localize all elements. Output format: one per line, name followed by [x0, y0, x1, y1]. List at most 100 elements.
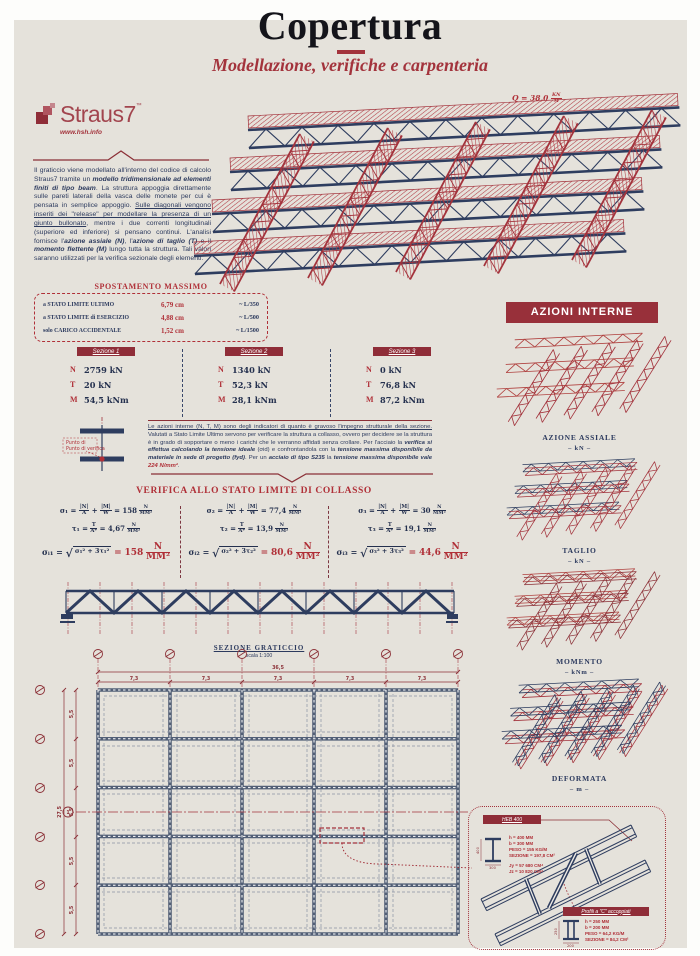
force-value: 87,2 kNm [380, 394, 425, 405]
bracing-members [524, 848, 602, 915]
formula-column-1: σ₁ = |N| A + |M| W = 158 N MM² τ₁ = T A* = 4… [42, 504, 170, 563]
force-symbol: M [366, 395, 374, 404]
svg-text:5,5: 5,5 [69, 808, 75, 817]
brace-up-divider [33, 150, 209, 161]
section-badge: Sezione 1 [77, 347, 135, 356]
row-label: solo CARICO ACCIDENTALE [43, 327, 122, 334]
point-label: Punto di verifica [66, 446, 105, 452]
diagram-label-momento: MOMENTO – kNm – [556, 657, 603, 676]
force-row-m: M 87,2 kNm [332, 392, 472, 407]
c-profiles-badge: Profili a "C" accoppiati [563, 907, 649, 916]
force-symbol: T [218, 380, 224, 389]
plan-drawing: 36,5 7,3 7,3 7,3 7,3 7,3 5,5 5, [35, 649, 472, 939]
section-badge: Sezione 2 [225, 347, 283, 356]
detail-callout [319, 827, 472, 869]
row-label: a STATO LIMITE di ESERCIZIO [43, 314, 130, 321]
row-value: 6,79 cm [161, 300, 184, 309]
force-value: 0 kN [380, 364, 402, 375]
axis-number: 1 [66, 810, 69, 816]
elevation-scale: scala 1:100 [245, 653, 273, 659]
grid-axis-bubbles [93, 649, 463, 690]
heb-section-icon: 400 300 [476, 837, 501, 870]
logo-squares-icon [36, 103, 55, 124]
load-value: Q = 38,0 [512, 93, 549, 103]
lower-chord-beam [494, 859, 652, 947]
force-symbol: M [218, 395, 226, 404]
force-value: 52,3 kN [232, 379, 268, 390]
force-value: 1340 kN [232, 364, 271, 375]
force-value: 2759 kN [84, 364, 123, 375]
azioni-interne-badge: AZIONI INTERNE [506, 302, 658, 323]
force-value: 76,8 kN [380, 379, 416, 390]
paper-background [14, 20, 687, 948]
force-symbol: T [70, 380, 76, 389]
force-row-t: T 76,8 kN [332, 377, 472, 392]
svg-text:200: 200 [567, 944, 575, 948]
svg-text:5,5: 5,5 [69, 906, 75, 915]
heb-specs: h = 400 MM b = 300 MM PESO = 155 KG/M SEZI… [509, 835, 555, 858]
diagram-deformata [501, 678, 669, 770]
formula-column-2: σ₂ = |N| A + |M| W = 77,4 N MM² τ₂ = T A* = … [188, 504, 320, 563]
steel-detail-isometric: 400 300 250 200 [476, 819, 652, 948]
svg-text:5,5: 5,5 [69, 710, 75, 719]
brace-down-divider [151, 473, 433, 483]
svg-text:7,3: 7,3 [346, 676, 355, 682]
intro-paragraph: Il graticcio viene modellato all'interno… [34, 167, 212, 263]
diagram-label-deformata: DEFORMATA – m – [551, 774, 608, 793]
svg-text:7,3: 7,3 [418, 676, 427, 682]
row-ratio: ~ L/1500 [236, 327, 259, 334]
diagram-taglio [506, 458, 661, 541]
plan-centerline: 1 [62, 806, 468, 818]
force-row-m: M 54,5 kNm [36, 392, 176, 407]
force-value: 20 kN [84, 379, 112, 390]
force-row-m: M 28,1 kNm [184, 392, 324, 407]
top-dimension-lines: 36,5 7,3 7,3 7,3 7,3 7,3 [95, 665, 461, 685]
table-row: solo CARICO ACCIDENTALE 1,52 cm ~ L/1500 [43, 324, 259, 337]
formula-divider [180, 506, 181, 578]
support-icon [60, 614, 461, 623]
section-divider [182, 349, 183, 417]
website-url: www.hsh.info [60, 129, 103, 136]
force-row-n: N 2759 kN [36, 362, 176, 377]
table-row: a STATO LIMITE di ESERCIZIO 4,88 cm ~ L/… [43, 311, 259, 324]
row-value: 4,88 cm [161, 313, 184, 322]
svg-text:250: 250 [554, 927, 558, 935]
section-card-1: Sezione 1 N 2759 kN T 20 kN M 54,5 kNm [36, 347, 176, 407]
left-dimension-lines: 5,5 5,5 5,5 5,5 5,5 27,5 [35, 685, 79, 939]
section-badge: Sezione 3 [373, 347, 431, 356]
detail-box: 400 300 250 200 HEB 400 h = 400 MM b = 30… [468, 806, 666, 950]
table-box: a STATO LIMITE ULTIMO 6,79 cm ~ L/350 a … [34, 293, 268, 342]
dim-total: 36,5 [272, 665, 284, 671]
upper-chord-beam [480, 824, 638, 912]
point-label-line1: Punto di [66, 440, 86, 446]
page-subtitle: Modellazione, verifiche e carpenteria [212, 55, 488, 75]
section-card-3: Sezione 3 N 0 kN T 76,8 kN M 87,2 kNm [332, 347, 472, 407]
force-row-n: N 1340 kN [184, 362, 324, 377]
force-symbol: T [366, 380, 372, 389]
force-row-t: T 20 kN [36, 377, 176, 392]
force-row-n: N 0 kN [332, 362, 472, 377]
force-symbol: N [218, 365, 224, 374]
diagram-label-taglio: TAGLIO – kN – [562, 546, 597, 565]
row-ratio: ~ L/500 [239, 314, 259, 321]
diagram-label-assiale: AZIONE ASSIALE – kN – [542, 433, 617, 452]
verifica-title: VERIFICA ALLO STATO LIMITE DI COLLASSO [136, 486, 372, 496]
force-symbol: M [70, 395, 78, 404]
force-value: 28,1 kNm [232, 394, 277, 405]
force-symbol: N [366, 365, 372, 374]
section-card-2: Sezione 2 N 1340 kN T 52,3 kN M 28,1 kNm [184, 347, 324, 407]
verification-point-icon: Punto di Punto di verifica [62, 417, 124, 471]
table-row: a STATO LIMITE ULTIMO 6,79 cm ~ L/350 [43, 298, 259, 311]
dim-vertical-total: 27,5 [57, 806, 63, 818]
sections-row: Sezione 1 N 2759 kN T 20 kN M 54,5 kNm Sezi… [34, 347, 472, 419]
row-ratio: ~ L/350 [239, 301, 259, 308]
truss-3d-model-diagram [192, 93, 682, 293]
trademark-symbol: ™ [135, 103, 142, 109]
formula-column-3: σ₃ = |N| A + |M| W = 30 N MM² τ₃ = T A* = 19… [336, 504, 468, 563]
force-row-t: T 52,3 kN [184, 377, 324, 392]
note-paragraph: Le azioni interne (N, T, M) sono degli i… [148, 420, 432, 471]
diagram-azione-assiale [496, 332, 672, 427]
heb-badge: HEB 400 [483, 815, 541, 824]
svg-text:7,3: 7,3 [130, 676, 139, 682]
title-underline-bar [337, 50, 365, 54]
